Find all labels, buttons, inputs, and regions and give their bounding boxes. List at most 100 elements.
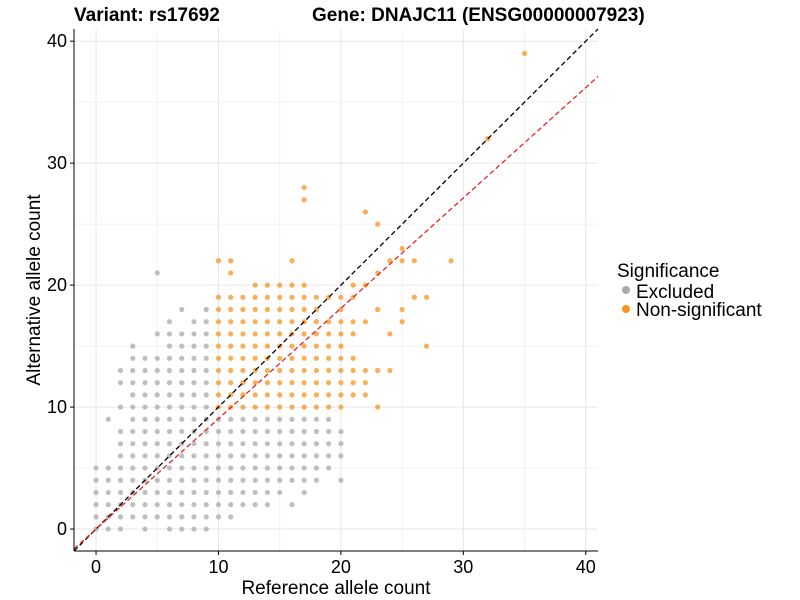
point-excluded xyxy=(179,331,185,337)
point-non-significant xyxy=(215,392,222,398)
point-excluded xyxy=(117,404,124,410)
point-excluded xyxy=(154,416,160,422)
x-tick-label: 0 xyxy=(91,557,101,577)
y-tick-label: 10 xyxy=(47,397,67,417)
point-excluded xyxy=(191,465,197,471)
point-non-significant xyxy=(264,404,271,410)
point-excluded xyxy=(166,502,173,508)
point-non-significant xyxy=(240,319,246,325)
point-excluded xyxy=(117,441,124,447)
point-non-significant xyxy=(277,380,283,386)
axes xyxy=(73,29,598,552)
point-excluded xyxy=(215,489,222,496)
point-non-significant xyxy=(399,306,405,313)
point-non-significant xyxy=(326,367,332,374)
point-excluded xyxy=(142,526,148,532)
point-excluded xyxy=(179,343,185,349)
point-excluded xyxy=(130,416,136,422)
point-non-significant xyxy=(301,355,307,361)
point-excluded xyxy=(326,428,332,435)
point-excluded xyxy=(117,477,124,483)
point-non-significant xyxy=(252,282,258,288)
point-excluded xyxy=(228,502,234,508)
point-non-significant xyxy=(228,319,234,325)
legend-label-non-significant: Non-significant xyxy=(636,300,762,321)
point-excluded xyxy=(277,441,283,447)
point-non-significant xyxy=(240,355,246,361)
point-excluded xyxy=(228,465,234,471)
point-excluded xyxy=(338,428,344,435)
point-excluded xyxy=(154,355,160,361)
point-excluded xyxy=(289,465,295,471)
point-non-significant xyxy=(264,392,271,398)
point-excluded xyxy=(264,453,271,459)
point-excluded xyxy=(179,306,185,313)
point-excluded xyxy=(166,355,173,361)
point-excluded xyxy=(240,416,246,422)
point-excluded xyxy=(179,465,185,471)
point-non-significant xyxy=(289,404,295,410)
point-excluded xyxy=(215,441,222,447)
point-excluded xyxy=(191,526,197,532)
point-excluded xyxy=(130,355,136,361)
point-excluded xyxy=(228,428,234,435)
point-excluded xyxy=(289,416,295,422)
point-excluded xyxy=(203,453,209,459)
point-excluded xyxy=(289,428,295,435)
point-non-significant xyxy=(411,294,417,300)
point-excluded xyxy=(313,428,320,435)
point-non-significant xyxy=(399,245,405,252)
point-non-significant xyxy=(228,380,234,386)
point-excluded xyxy=(277,465,283,471)
point-non-significant xyxy=(301,282,307,288)
point-excluded xyxy=(142,355,148,361)
point-non-significant xyxy=(228,270,234,276)
point-non-significant xyxy=(240,331,246,337)
point-non-significant xyxy=(313,392,320,398)
point-excluded xyxy=(154,502,160,508)
y-tick-label: 40 xyxy=(47,31,67,51)
point-excluded xyxy=(326,465,332,471)
point-excluded xyxy=(154,489,160,496)
point-non-significant xyxy=(215,294,222,300)
point-excluded xyxy=(240,428,246,435)
point-non-significant xyxy=(228,367,234,374)
point-non-significant xyxy=(375,221,381,227)
point-excluded xyxy=(166,514,173,520)
point-excluded xyxy=(105,465,111,471)
point-non-significant xyxy=(338,331,344,337)
point-excluded xyxy=(240,502,246,508)
point-excluded xyxy=(203,441,209,447)
point-excluded xyxy=(142,380,148,386)
point-excluded xyxy=(313,416,320,422)
point-excluded xyxy=(264,428,271,435)
point-excluded xyxy=(130,367,136,374)
point-non-significant xyxy=(375,306,381,313)
point-non-significant xyxy=(326,392,332,398)
point-excluded xyxy=(240,441,246,447)
point-excluded xyxy=(203,331,209,337)
point-excluded xyxy=(203,343,209,349)
point-excluded xyxy=(154,441,160,447)
point-excluded xyxy=(191,514,197,520)
point-excluded xyxy=(179,367,185,374)
point-non-significant xyxy=(215,343,222,349)
point-excluded xyxy=(215,502,222,508)
point-excluded xyxy=(105,502,111,508)
point-excluded xyxy=(179,355,185,361)
point-excluded xyxy=(326,441,332,447)
point-excluded xyxy=(252,428,258,435)
point-non-significant xyxy=(289,392,295,398)
point-excluded xyxy=(301,416,307,422)
point-excluded xyxy=(142,367,148,374)
point-excluded xyxy=(117,453,124,459)
point-excluded xyxy=(313,453,320,459)
point-excluded xyxy=(240,465,246,471)
point-non-significant xyxy=(338,343,344,349)
point-excluded xyxy=(191,319,197,325)
point-excluded xyxy=(240,477,246,483)
point-excluded xyxy=(191,416,197,422)
point-non-significant xyxy=(252,380,258,386)
point-excluded xyxy=(166,392,173,398)
data-points xyxy=(93,50,528,532)
